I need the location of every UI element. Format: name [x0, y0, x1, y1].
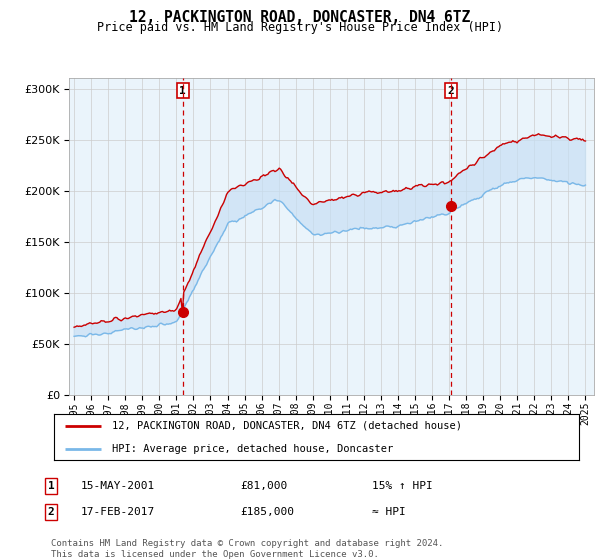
Text: 2: 2: [47, 507, 55, 517]
Text: 12, PACKINGTON ROAD, DONCASTER, DN4 6TZ (detached house): 12, PACKINGTON ROAD, DONCASTER, DN4 6TZ …: [112, 421, 462, 431]
Text: 12, PACKINGTON ROAD, DONCASTER, DN4 6TZ: 12, PACKINGTON ROAD, DONCASTER, DN4 6TZ: [130, 10, 470, 25]
Text: £185,000: £185,000: [240, 507, 294, 517]
Text: 15% ↑ HPI: 15% ↑ HPI: [372, 481, 433, 491]
Text: Contains HM Land Registry data © Crown copyright and database right 2024.
This d: Contains HM Land Registry data © Crown c…: [51, 539, 443, 559]
Text: Price paid vs. HM Land Registry's House Price Index (HPI): Price paid vs. HM Land Registry's House …: [97, 21, 503, 34]
Text: 17-FEB-2017: 17-FEB-2017: [81, 507, 155, 517]
Text: 1: 1: [179, 86, 186, 96]
Text: HPI: Average price, detached house, Doncaster: HPI: Average price, detached house, Donc…: [112, 444, 393, 454]
Text: 2: 2: [448, 86, 455, 96]
Text: 1: 1: [47, 481, 55, 491]
Text: £81,000: £81,000: [240, 481, 287, 491]
Text: ≈ HPI: ≈ HPI: [372, 507, 406, 517]
Text: 15-MAY-2001: 15-MAY-2001: [81, 481, 155, 491]
